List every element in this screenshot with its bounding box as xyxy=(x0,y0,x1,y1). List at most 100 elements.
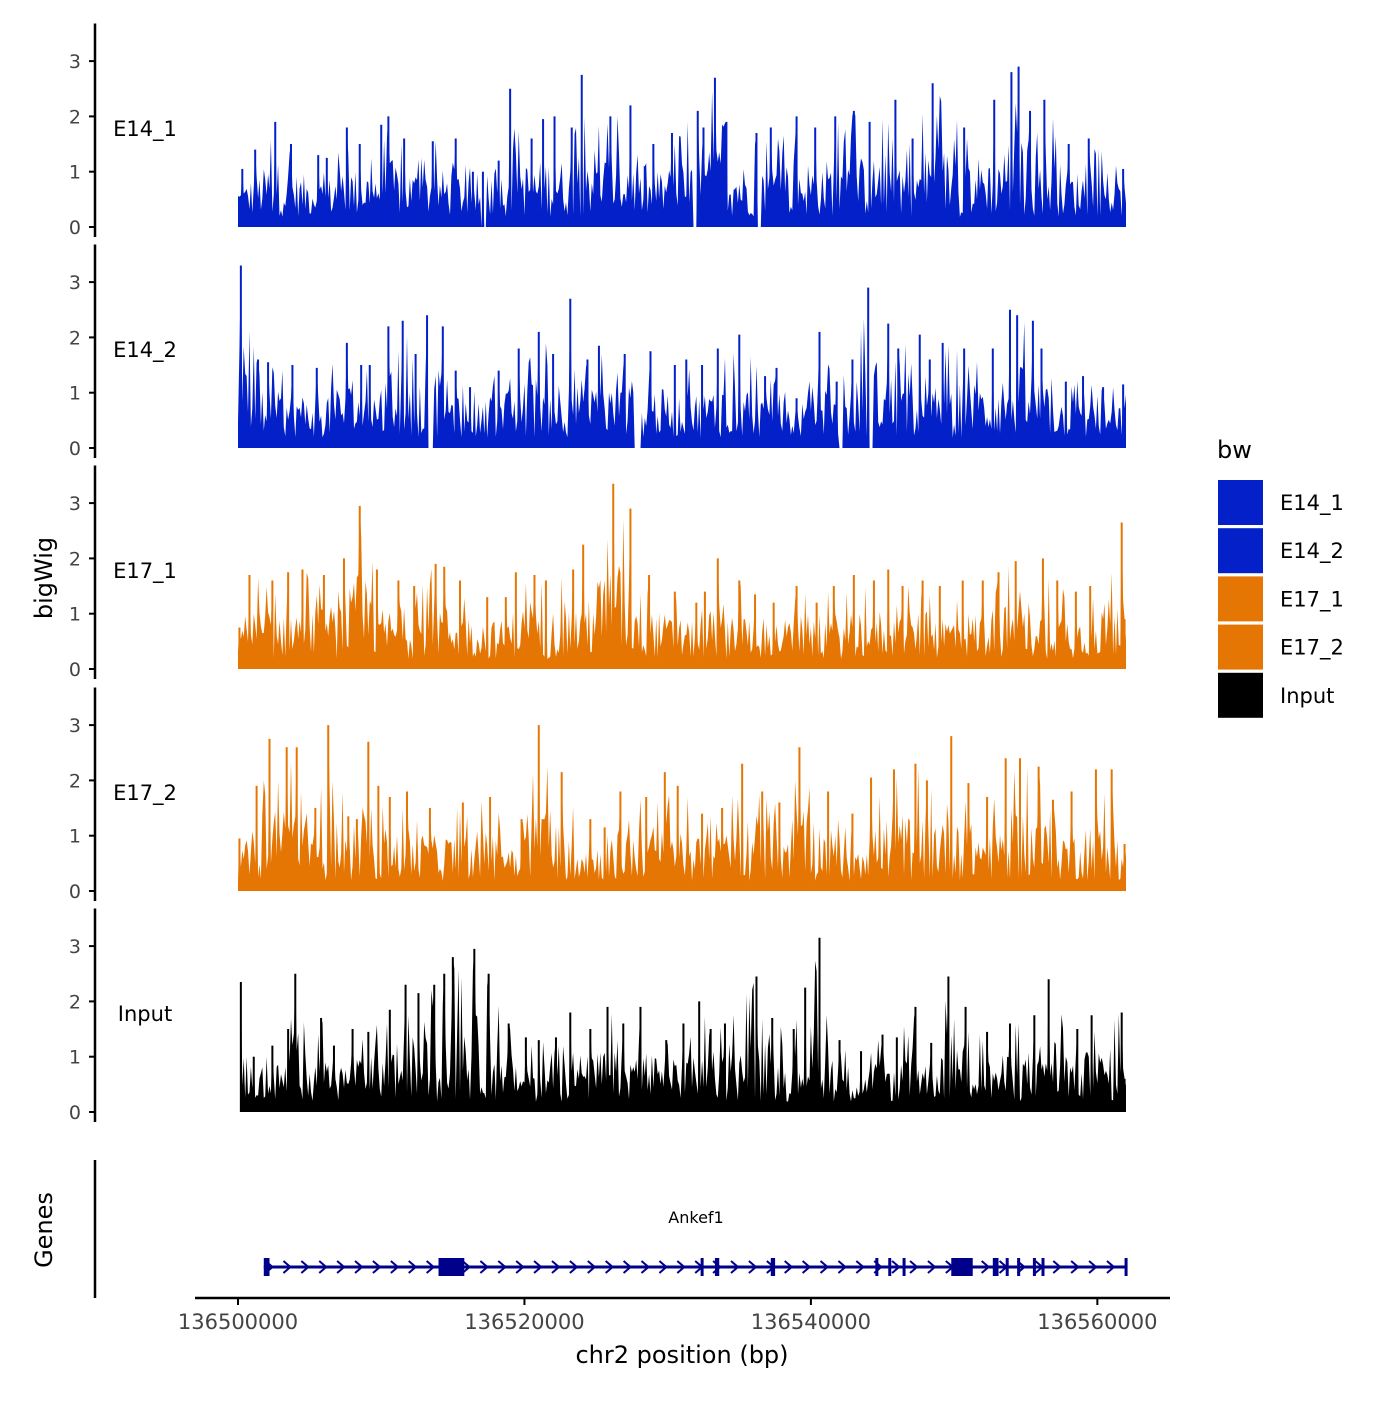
y-tick-label: 1 xyxy=(69,162,81,184)
track-E17_1: 0 1 2 3 E17_1 xyxy=(69,465,1126,681)
legend-swatch xyxy=(1218,528,1263,574)
y-axis-label: bigWig xyxy=(30,537,58,619)
track-name-label: E14_1 xyxy=(113,117,177,142)
y-tick-label: 3 xyxy=(69,272,81,294)
gene-exon xyxy=(770,1258,776,1276)
y-tick-label: 0 xyxy=(69,881,81,903)
strand-arrow xyxy=(461,1260,471,1274)
strand-arrow xyxy=(515,1260,525,1274)
y-tick-label: 1 xyxy=(69,383,81,405)
strand-arrow xyxy=(300,1260,310,1274)
gene-exon xyxy=(875,1258,879,1276)
signal-area-E17_2 xyxy=(238,725,1126,891)
y-tick-label: 0 xyxy=(69,438,81,460)
strand-arrow xyxy=(819,1260,830,1274)
gene-name-label: Ankef1 xyxy=(668,1208,723,1227)
gene-exon xyxy=(1005,1258,1009,1276)
gene-exon xyxy=(1032,1258,1036,1276)
legend-swatch xyxy=(1218,576,1263,622)
signal-area-E14_1 xyxy=(238,66,1126,227)
strand-arrow xyxy=(282,1260,292,1274)
strand-arrow xyxy=(425,1260,436,1274)
y-tick-label: 3 xyxy=(69,51,81,73)
strand-arrow xyxy=(837,1260,847,1274)
strand-arrow xyxy=(640,1260,651,1274)
x-tick-label: 136500000 xyxy=(178,1310,298,1334)
track-name-label: E14_2 xyxy=(113,338,177,363)
y-tick-label: 2 xyxy=(69,106,81,128)
gene-exon xyxy=(438,1258,465,1276)
track-name-label: E17_2 xyxy=(113,781,177,806)
track-name-label: Input xyxy=(118,1002,172,1026)
y-tick-label: 1 xyxy=(69,826,81,848)
gene-track-label: Genes xyxy=(30,1192,58,1268)
y-tick-label: 0 xyxy=(69,217,81,239)
strand-arrow xyxy=(372,1260,382,1274)
gene-track-panel: Ankef1 xyxy=(93,1160,1128,1298)
strand-arrow xyxy=(1088,1260,1098,1274)
strand-arrow xyxy=(658,1260,668,1274)
strand-arrow xyxy=(569,1260,579,1274)
signal-area-Input xyxy=(240,937,1126,1112)
gene-exon xyxy=(263,1258,270,1276)
strand-arrow xyxy=(730,1260,740,1274)
x-tick-label: 136560000 xyxy=(1037,1310,1157,1334)
signal-tracks: 0 1 2 3 E14_1 0 1 2 3 E14_2 0 1 2 3 E17_1 0 1 2 3 E17_2 0 1 2 3… xyxy=(69,23,1126,1124)
gene-exon xyxy=(714,1258,720,1276)
legend-swatch xyxy=(1218,624,1263,670)
track-E14_2: 0 1 2 3 E14_2 xyxy=(69,244,1126,460)
legend-label: E14_1 xyxy=(1280,491,1344,516)
legend-label: E17_1 xyxy=(1280,587,1344,612)
gene-exon xyxy=(1124,1258,1128,1276)
legend: bw E14_1 E14_2 E17_1 E17_2 Input xyxy=(1217,436,1344,718)
strand-arrow xyxy=(1106,1260,1116,1274)
strand-arrow xyxy=(1070,1260,1080,1274)
gene-exon xyxy=(992,1258,999,1276)
strand-arrow xyxy=(408,1260,418,1274)
gene-exon xyxy=(888,1258,892,1276)
strand-arrow xyxy=(1052,1260,1062,1274)
y-tick-label: 2 xyxy=(69,770,81,792)
x-tick-label: 136520000 xyxy=(464,1310,584,1334)
strand-arrow xyxy=(533,1260,543,1274)
gene-exon xyxy=(951,1258,973,1276)
strand-arrow xyxy=(980,1260,991,1274)
strand-arrow xyxy=(336,1260,346,1274)
track-E14_1: 0 1 2 3 E14_1 xyxy=(69,23,1126,239)
strand-arrow xyxy=(748,1260,758,1274)
signal-area-E17_1 xyxy=(238,483,1126,669)
strand-arrow xyxy=(318,1260,328,1274)
strand-arrow xyxy=(784,1260,794,1274)
legend-label: E14_2 xyxy=(1280,539,1344,564)
y-tick-label: 2 xyxy=(69,548,81,570)
y-tick-label: 2 xyxy=(69,327,81,349)
strand-arrow xyxy=(909,1260,919,1274)
track-name-label: E17_1 xyxy=(113,559,177,584)
strand-arrow xyxy=(497,1260,507,1274)
signal-area-E14_2 xyxy=(238,265,1126,448)
strand-arrow xyxy=(605,1260,615,1274)
gene-exon xyxy=(902,1258,906,1276)
legend-swatch xyxy=(1218,480,1263,525)
y-tick-label: 3 xyxy=(69,493,81,515)
track-E17_2: 0 1 2 3 E17_2 xyxy=(69,687,1126,903)
y-tick-label: 0 xyxy=(69,1102,81,1124)
y-tick-label: 3 xyxy=(69,715,81,737)
strand-arrow xyxy=(622,1260,633,1274)
strand-arrow xyxy=(927,1260,937,1274)
strand-arrow xyxy=(801,1260,812,1274)
x-axis-label: chr2 position (bp) xyxy=(575,1341,788,1369)
strand-arrow xyxy=(390,1260,400,1274)
track-Input: 0 1 2 3 Input xyxy=(69,908,1126,1124)
x-axis: 136500000 136520000 136540000 136560000 xyxy=(178,1296,1170,1334)
strand-arrow xyxy=(551,1260,561,1274)
y-tick-label: 3 xyxy=(69,936,81,958)
legend-label: Input xyxy=(1280,684,1334,708)
gene-exon xyxy=(700,1258,704,1276)
x-tick-label: 136540000 xyxy=(751,1310,871,1334)
legend-label: E17_2 xyxy=(1280,636,1344,661)
strand-arrow xyxy=(587,1260,597,1274)
legend-title: bw xyxy=(1217,436,1252,464)
